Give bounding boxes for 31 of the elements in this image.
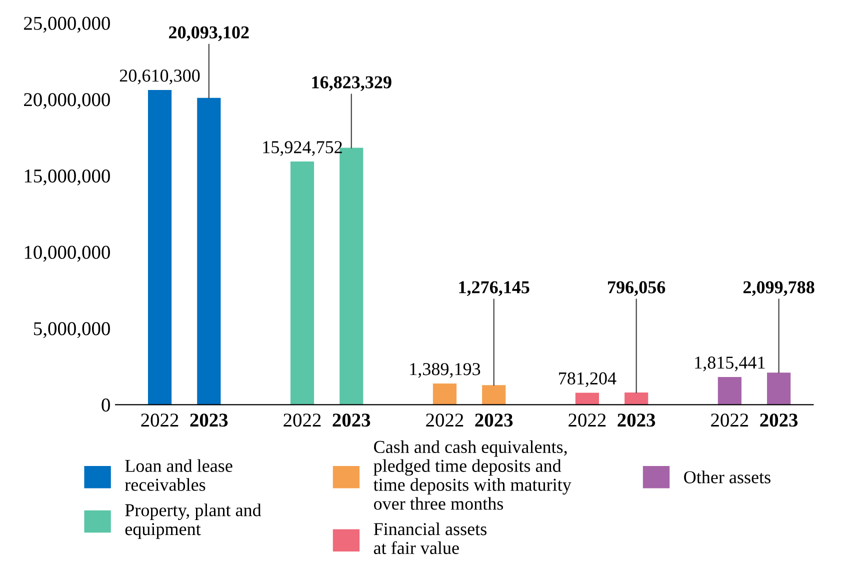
y-tick-label: 25,000,000 (24, 16, 110, 33)
y-tick-label: 5,000,000 (34, 322, 110, 338)
data-label: 1,276,145 (459, 281, 530, 296)
data-label: 20,093,102 (169, 26, 249, 42)
data-label: 16,823,329 (312, 76, 392, 92)
y-tick-label: 20,000,000 (24, 93, 110, 110)
x-tick-label: 2023 (760, 414, 798, 427)
data-label: 1,389,193 (410, 363, 480, 378)
data-label: 796,056 (608, 281, 666, 296)
data-label: 15,924,752 (263, 141, 342, 156)
legend-label: Loan and lease receivables (124, 459, 232, 491)
x-tick-label: 2022 (426, 414, 464, 427)
data-label: 20,610,300 (120, 70, 200, 84)
x-tick-label: 2023 (475, 414, 513, 427)
x-tick-label: 2023 (618, 414, 656, 427)
x-tick-label: 2023 (190, 414, 228, 427)
y-tick-label: 10,000,000 (24, 246, 110, 262)
data-label: 1,815,441 (695, 356, 765, 372)
x-tick-label: 2022 (141, 414, 178, 427)
x-tick-label: 2022 (711, 414, 748, 427)
x-tick-label: 2022 (568, 414, 606, 427)
data-label: 2,099,788 (743, 281, 814, 296)
x-tick-label: 2023 (332, 414, 370, 427)
data-label: 781,204 (559, 372, 616, 388)
legend-label: Financial assets at fair value (374, 522, 486, 554)
y-tick-label: 0 (102, 398, 110, 412)
legend-label: Other assets (684, 470, 770, 484)
legend-label: Cash and cash equivalents, pledged time deposits and time deposits with maturity over three months (373, 440, 572, 510)
y-tick-label: 15,000,000 (24, 169, 110, 186)
legend-label: Property, plant and equipment (125, 504, 262, 539)
x-tick-label: 2022 (284, 414, 321, 427)
